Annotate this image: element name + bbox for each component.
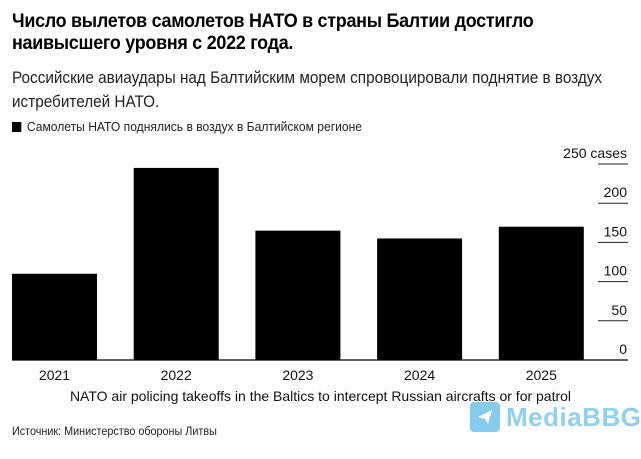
telegram-paper-plane-icon <box>470 402 500 432</box>
legend-swatch <box>12 122 22 132</box>
chart-subtitle: Российские авиаудары над Балтийским море… <box>12 68 603 111</box>
y-tick-label: 200 <box>604 184 628 200</box>
bar-2022 <box>133 167 219 360</box>
chart-title: Число вылетов самолетов НАТО в страны Ба… <box>12 10 534 54</box>
x-axis: 2021 2022 2023 2024 2025 <box>12 359 628 383</box>
bar-2025 <box>498 226 584 360</box>
x-tick-label: 2023 <box>282 367 313 383</box>
bars-group <box>12 167 584 360</box>
y-tick-label: 250 cases <box>563 145 627 161</box>
x-axis-title: NATO air policing takeoffs in the Baltic… <box>69 388 572 404</box>
watermark-text: MediaBBG <box>506 401 641 432</box>
bar-2024 <box>377 238 463 360</box>
watermark: MediaBBG <box>470 401 641 433</box>
legend: Самолеты НАТО поднялись в воздух в Балти… <box>12 119 362 135</box>
y-tick-label: 50 <box>611 302 627 318</box>
x-tick-label: 2021 <box>39 367 70 383</box>
bar-2023 <box>255 230 341 360</box>
bar-2021 <box>12 273 97 360</box>
y-axis: 0 50 100 150 200 250 cases <box>563 145 628 357</box>
y-tick-label: 150 <box>604 223 628 239</box>
source-note: Источник: Министерство обороны Литвы <box>12 424 217 438</box>
legend-label: Самолеты НАТО поднялись в воздух в Балти… <box>26 119 363 134</box>
x-tick-label: 2022 <box>161 367 192 383</box>
x-tick-label: 2024 <box>404 367 435 383</box>
y-tick-label: 0 <box>619 341 627 357</box>
y-tick-label: 100 <box>604 263 628 279</box>
x-tick-label: 2025 <box>526 367 557 383</box>
